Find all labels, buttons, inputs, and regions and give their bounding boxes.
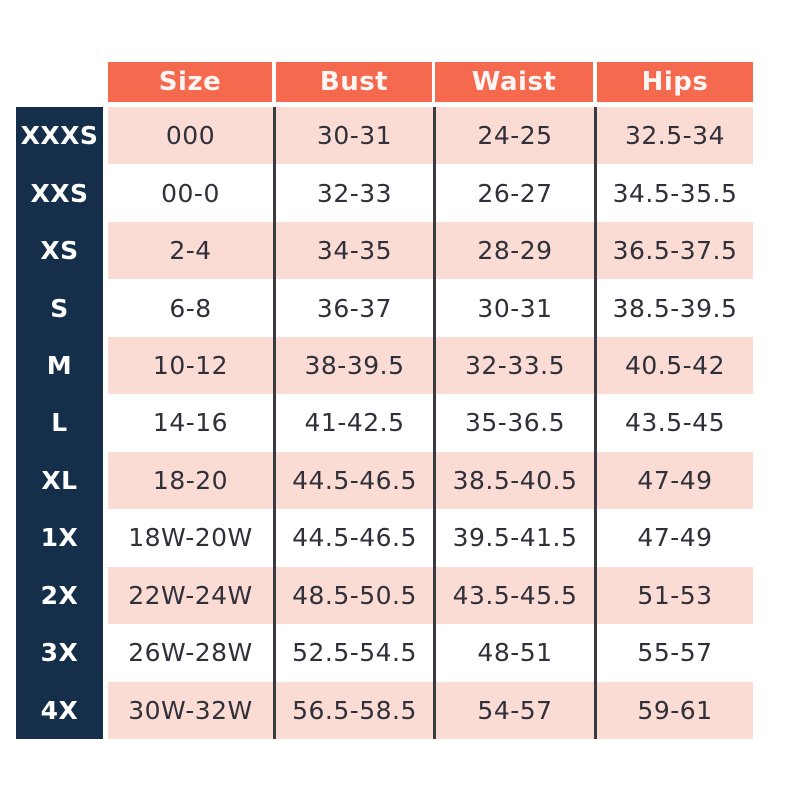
table-cell: 14-16	[152, 408, 229, 438]
column-header-hips: Hips	[597, 62, 753, 102]
table-cell: 34-35	[273, 221, 433, 280]
table-cell: 30-31	[273, 107, 433, 165]
table-cell: 56.5-58.5	[273, 681, 433, 739]
row-label: L	[51, 408, 68, 438]
table-row: 26W-28W 52.5-54.5 48-51 55-57	[108, 624, 753, 682]
table-cell: 39.5-41.5	[433, 509, 594, 567]
table-cell: 2-4	[169, 236, 212, 266]
table-cell: 30-31	[433, 279, 594, 337]
table-cell: 47-49	[594, 451, 753, 510]
table-cell: 36-37	[273, 279, 433, 337]
table-row: 30W-32W 56.5-58.5 54-57 59-61	[108, 681, 753, 739]
table-cell: 24-25	[433, 107, 594, 165]
table-cell: 22W-24W	[128, 580, 253, 610]
size-label-column: XXXS XXS XS S M L XL 1X 2X 3X 4X	[16, 107, 103, 739]
row-label: S	[50, 293, 69, 323]
table-cell: 30W-32W	[128, 695, 253, 725]
table-cell: 18-20	[152, 465, 229, 495]
column-header-size: Size	[108, 62, 272, 102]
table-row: 18W-20W 44.5-46.5 39.5-41.5 47-49	[108, 509, 753, 567]
table-cell: 18W-20W	[128, 523, 253, 553]
table-cell: 52.5-54.5	[273, 624, 433, 682]
table-cell: 59-61	[594, 681, 753, 739]
table-cell: 34.5-35.5	[594, 164, 753, 222]
table-cell: 55-57	[594, 624, 753, 682]
table-cell: 41-42.5	[273, 394, 433, 452]
table-cell: 10-12	[152, 351, 229, 381]
table-row: 18-20 44.5-46.5 38.5-40.5 47-49	[108, 451, 753, 510]
row-label: 3X	[40, 638, 79, 668]
row-label: XXXS	[20, 121, 99, 151]
table-body: 000 30-31 24-25 32.5-34 00-0 32-33 26-27 34.5-3…	[108, 107, 753, 739]
row-label: M	[46, 351, 73, 381]
table-row: 22W-24W 48.5-50.5 43.5-45.5 51-53	[108, 566, 753, 625]
table-cell: 28-29	[433, 221, 594, 280]
table-cell: 26W-28W	[128, 638, 253, 668]
table-row: 00-0 32-33 26-27 34.5-35.5	[108, 164, 753, 222]
table-cell: 44.5-46.5	[273, 451, 433, 510]
table-row: 14-16 41-42.5 35-36.5 43.5-45	[108, 394, 753, 452]
table-cell: 43.5-45.5	[433, 566, 594, 625]
table-cell: 38.5-39.5	[594, 279, 753, 337]
table-cell: 6-8	[169, 293, 212, 323]
table-cell: 35-36.5	[433, 394, 594, 452]
table-cell: 32.5-34	[594, 107, 753, 165]
table-cell: 38-39.5	[273, 336, 433, 395]
table-row: 2-4 34-35 28-29 36.5-37.5	[108, 221, 753, 280]
table-cell: 38.5-40.5	[433, 451, 594, 510]
table-row: 10-12 38-39.5 32-33.5 40.5-42	[108, 336, 753, 395]
column-header-waist: Waist	[435, 62, 593, 102]
row-label: XXS	[30, 178, 89, 208]
table-row: 6-8 36-37 30-31 38.5-39.5	[108, 279, 753, 337]
table-cell: 26-27	[433, 164, 594, 222]
table-cell: 43.5-45	[594, 394, 753, 452]
row-label: XS	[40, 236, 79, 266]
row-label: XL	[41, 465, 78, 495]
table-cell: 44.5-46.5	[273, 509, 433, 567]
table-row: 000 30-31 24-25 32.5-34	[108, 107, 753, 165]
table-cell: 40.5-42	[594, 336, 753, 395]
table-cell: 47-49	[594, 509, 753, 567]
row-label: 1X	[40, 523, 79, 553]
row-label: 4X	[40, 695, 79, 725]
table-cell: 32-33.5	[433, 336, 594, 395]
table-cell: 36.5-37.5	[594, 221, 753, 280]
row-label: 2X	[40, 580, 79, 610]
table-cell: 000	[165, 121, 216, 151]
table-cell: 00-0	[161, 178, 220, 208]
table-cell: 48.5-50.5	[273, 566, 433, 625]
column-header-bust: Bust	[276, 62, 432, 102]
table-cell: 48-51	[433, 624, 594, 682]
table-cell: 51-53	[594, 566, 753, 625]
table-cell: 32-33	[273, 164, 433, 222]
table-cell: 54-57	[433, 681, 594, 739]
